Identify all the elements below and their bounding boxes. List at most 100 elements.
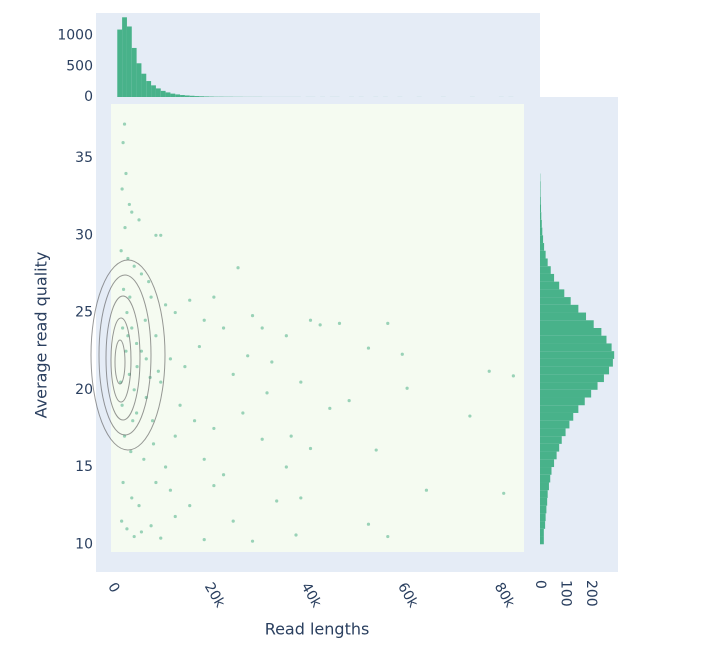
- point: [222, 326, 225, 329]
- point: [157, 370, 160, 373]
- point: [270, 360, 273, 363]
- point: [140, 530, 143, 533]
- histogram-bar: [540, 212, 541, 220]
- point: [121, 187, 124, 190]
- point: [328, 407, 331, 410]
- point: [401, 353, 404, 356]
- point: [174, 435, 177, 438]
- point: [212, 427, 215, 430]
- scatter-background: [111, 104, 524, 552]
- histogram-bar: [540, 405, 578, 413]
- y-tick-label: 25: [75, 305, 93, 321]
- histogram-bar: [190, 96, 195, 97]
- point: [386, 535, 389, 538]
- histogram-bar: [540, 220, 542, 228]
- point: [251, 314, 254, 317]
- histogram-bar: [540, 204, 541, 212]
- point: [140, 272, 143, 275]
- point: [275, 499, 278, 502]
- point: [294, 533, 297, 536]
- point: [375, 448, 378, 451]
- point: [261, 438, 264, 441]
- histogram-bar: [204, 96, 209, 97]
- point: [164, 303, 167, 306]
- point: [128, 203, 131, 206]
- point: [232, 520, 235, 523]
- histogram-bar: [170, 94, 175, 97]
- point: [121, 326, 124, 329]
- histogram-bar: [540, 374, 604, 382]
- point: [232, 373, 235, 376]
- point: [512, 374, 515, 377]
- point: [203, 458, 206, 461]
- point: [468, 414, 471, 417]
- x-tick-label: 100: [558, 580, 574, 607]
- histogram-bar: [540, 521, 545, 529]
- point: [135, 342, 138, 345]
- point: [135, 411, 138, 414]
- point: [367, 346, 370, 349]
- histogram-bar: [540, 529, 544, 537]
- x-axis-title: Read lengths: [265, 620, 370, 639]
- point: [285, 334, 288, 337]
- point: [121, 481, 124, 484]
- x-tick-label: 0: [104, 580, 122, 596]
- histogram-bar: [132, 48, 137, 97]
- point: [128, 296, 131, 299]
- point: [125, 311, 128, 314]
- point: [299, 496, 302, 499]
- point: [145, 357, 148, 360]
- point: [151, 419, 154, 422]
- point: [178, 404, 181, 407]
- histogram-bar: [540, 421, 569, 429]
- x-tick-label: 60k: [394, 580, 421, 611]
- histogram-bar: [540, 513, 546, 521]
- histogram-bar: [540, 351, 614, 359]
- histogram-bar: [540, 197, 541, 205]
- histogram-bar: [185, 95, 190, 97]
- point: [125, 527, 128, 530]
- point: [290, 435, 293, 438]
- point: [251, 540, 254, 543]
- point: [129, 450, 132, 453]
- histogram-bar: [166, 92, 171, 97]
- histogram-bar: [540, 328, 601, 336]
- point: [159, 380, 162, 383]
- histogram-bar: [540, 289, 564, 297]
- histogram-bar: [137, 63, 142, 97]
- point: [198, 345, 201, 348]
- y-tick-label: 15: [75, 459, 93, 475]
- y-tick-label: 0: [84, 89, 93, 105]
- point: [133, 388, 136, 391]
- histogram-bar: [540, 359, 613, 367]
- histogram-bar: [540, 251, 546, 259]
- histogram-bar: [175, 94, 180, 97]
- x-tick-label: 200: [583, 580, 599, 607]
- point: [406, 387, 409, 390]
- point: [488, 370, 491, 373]
- point: [124, 172, 127, 175]
- y-tick-label: 500: [66, 58, 93, 74]
- histogram-bar: [540, 444, 559, 452]
- point: [130, 496, 133, 499]
- point: [502, 492, 505, 495]
- point: [222, 473, 225, 476]
- point: [120, 249, 123, 252]
- histogram-bar: [540, 452, 557, 460]
- top-histogram-background: [96, 13, 540, 97]
- point: [135, 365, 138, 368]
- histogram-bar: [540, 506, 546, 514]
- point: [169, 357, 172, 360]
- histogram-bar: [540, 343, 612, 351]
- point: [152, 442, 155, 445]
- histogram-bar: [180, 95, 185, 97]
- point: [246, 354, 249, 357]
- point: [169, 489, 172, 492]
- point: [212, 484, 215, 487]
- y-tick-label: 1000: [57, 28, 93, 44]
- point: [212, 296, 215, 299]
- histogram-bar: [540, 266, 551, 274]
- histogram-bar: [195, 96, 200, 97]
- point: [236, 266, 239, 269]
- point: [149, 524, 152, 527]
